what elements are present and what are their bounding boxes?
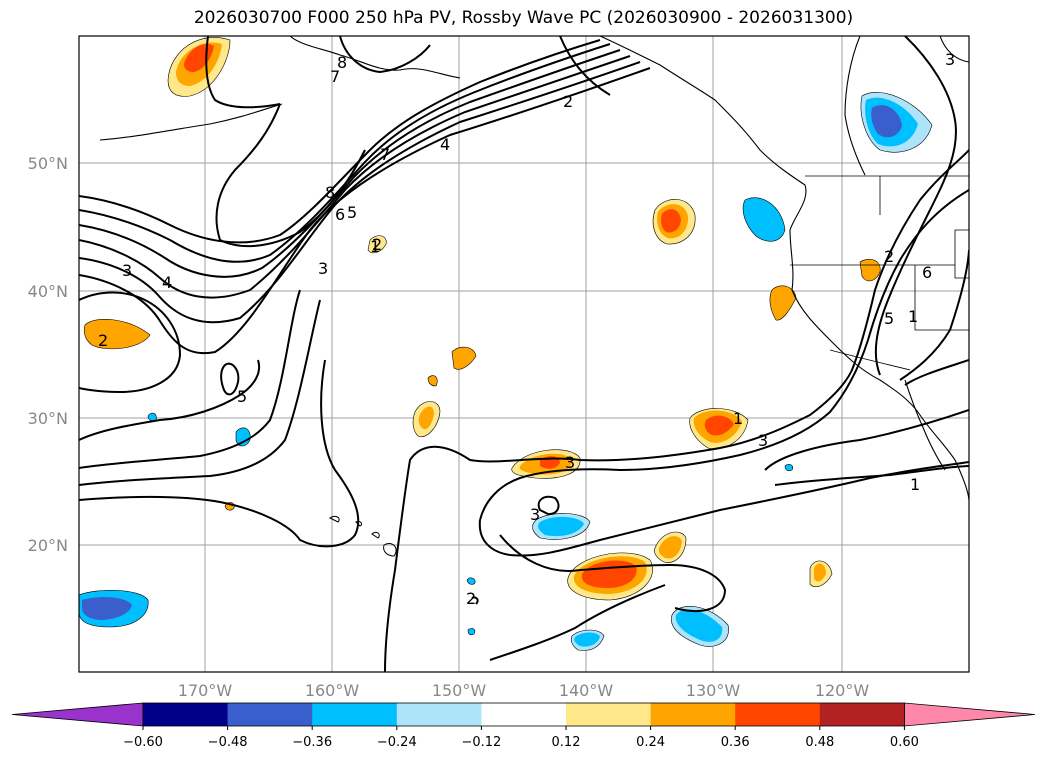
contour-label: 1 — [908, 307, 918, 326]
colorbar-segment — [566, 703, 652, 726]
colorbar-tick-label: −0.24 — [377, 735, 417, 750]
lon-label: 140°W — [559, 681, 614, 700]
contour-label: 3 — [565, 453, 575, 472]
contour-labels: 8 3 2 4 7 8 6 5 3 2 2 3 4 2 5 1 1 3 3 1 … — [98, 50, 955, 608]
colorbar-outline — [142, 702, 905, 727]
colorbar-tick-label: −0.12 — [461, 735, 501, 750]
contour-label: 2 — [372, 235, 382, 254]
colorbar-tick-label: −0.60 — [123, 735, 163, 750]
contour-label: 1 — [370, 237, 380, 256]
colorbar-segment — [396, 703, 482, 726]
map-title: 2026030700 F000 250 hPa PV, Rossby Wave … — [193, 8, 854, 28]
colorbar-segment — [227, 703, 313, 726]
latitude-labels: 50°N 40°N 30°N 20°N — [28, 154, 68, 555]
contour-label: 2 — [466, 589, 476, 608]
lat-label: 40°N — [28, 282, 68, 301]
colorbar-tick-label: 0.24 — [636, 735, 665, 750]
colorbar-segment — [481, 703, 567, 726]
contour-label: 7 — [380, 145, 390, 164]
contour-label: 2 — [563, 92, 573, 111]
colorbar-tick-label: 0.36 — [721, 735, 750, 750]
map-frame — [78, 35, 970, 673]
contour-label: 1 — [910, 475, 920, 494]
contour-label: 5 — [347, 203, 357, 222]
colorbar-segment — [735, 703, 821, 726]
contour-label: 5 — [237, 387, 247, 406]
lon-label: 120°W — [815, 681, 870, 700]
pv-anomaly-fills — [79, 37, 933, 651]
contour-label: 3 — [318, 259, 328, 278]
lat-label: 30°N — [28, 409, 68, 428]
lon-label: 150°W — [432, 681, 487, 700]
colorbar-extend-min — [11, 702, 144, 727]
colorbar-segment — [650, 703, 736, 726]
colorbar-segment — [312, 703, 398, 726]
lon-label: 130°W — [686, 681, 741, 700]
colorbar-segment — [143, 703, 229, 726]
contour-label: 8 — [325, 183, 335, 202]
contour-label: 3 — [758, 431, 768, 450]
colorbar-tick-label: −0.48 — [208, 735, 248, 750]
lon-label: 170°W — [178, 681, 233, 700]
map-area — [79, 36, 969, 672]
contour-label: 6 — [335, 205, 345, 224]
contour-label: 1 — [733, 409, 743, 428]
contour-label: 6 — [922, 263, 932, 282]
colorbar-extend-max — [904, 702, 1036, 727]
coastlines — [99, 36, 969, 501]
contour-label: 3 — [530, 505, 540, 524]
contour-label: 4 — [440, 135, 450, 154]
contour-label: 4 — [162, 273, 172, 292]
graticule — [79, 36, 969, 672]
colorbar-tick-label: 0.48 — [805, 735, 834, 750]
contour-label: 2 — [884, 247, 894, 266]
contour-label: 7 — [330, 67, 340, 86]
colorbar-tick-label: −0.36 — [292, 735, 332, 750]
pv-contours — [79, 36, 969, 672]
lat-label: 20°N — [28, 536, 68, 555]
colorbar-tick-label: 0.12 — [552, 735, 581, 750]
contour-label: 3 — [122, 261, 132, 280]
contour-label: 8 — [337, 53, 347, 72]
contour-label: 5 — [884, 309, 894, 328]
contour-label: 3 — [945, 50, 955, 69]
colorbar-segment — [819, 703, 905, 726]
lon-label: 160°W — [305, 681, 360, 700]
colorbar-tick-label: 0.60 — [890, 735, 919, 750]
lat-label: 50°N — [28, 154, 68, 173]
colorbar: −0.60 −0.48 −0.36 −0.24 −0.12 0.12 0.24 0.36 0.4… — [11, 702, 1036, 750]
longitude-labels: 170°W 160°W 150°W 140°W 130°W 120°W — [178, 681, 870, 700]
contour-label: 2 — [98, 331, 108, 350]
